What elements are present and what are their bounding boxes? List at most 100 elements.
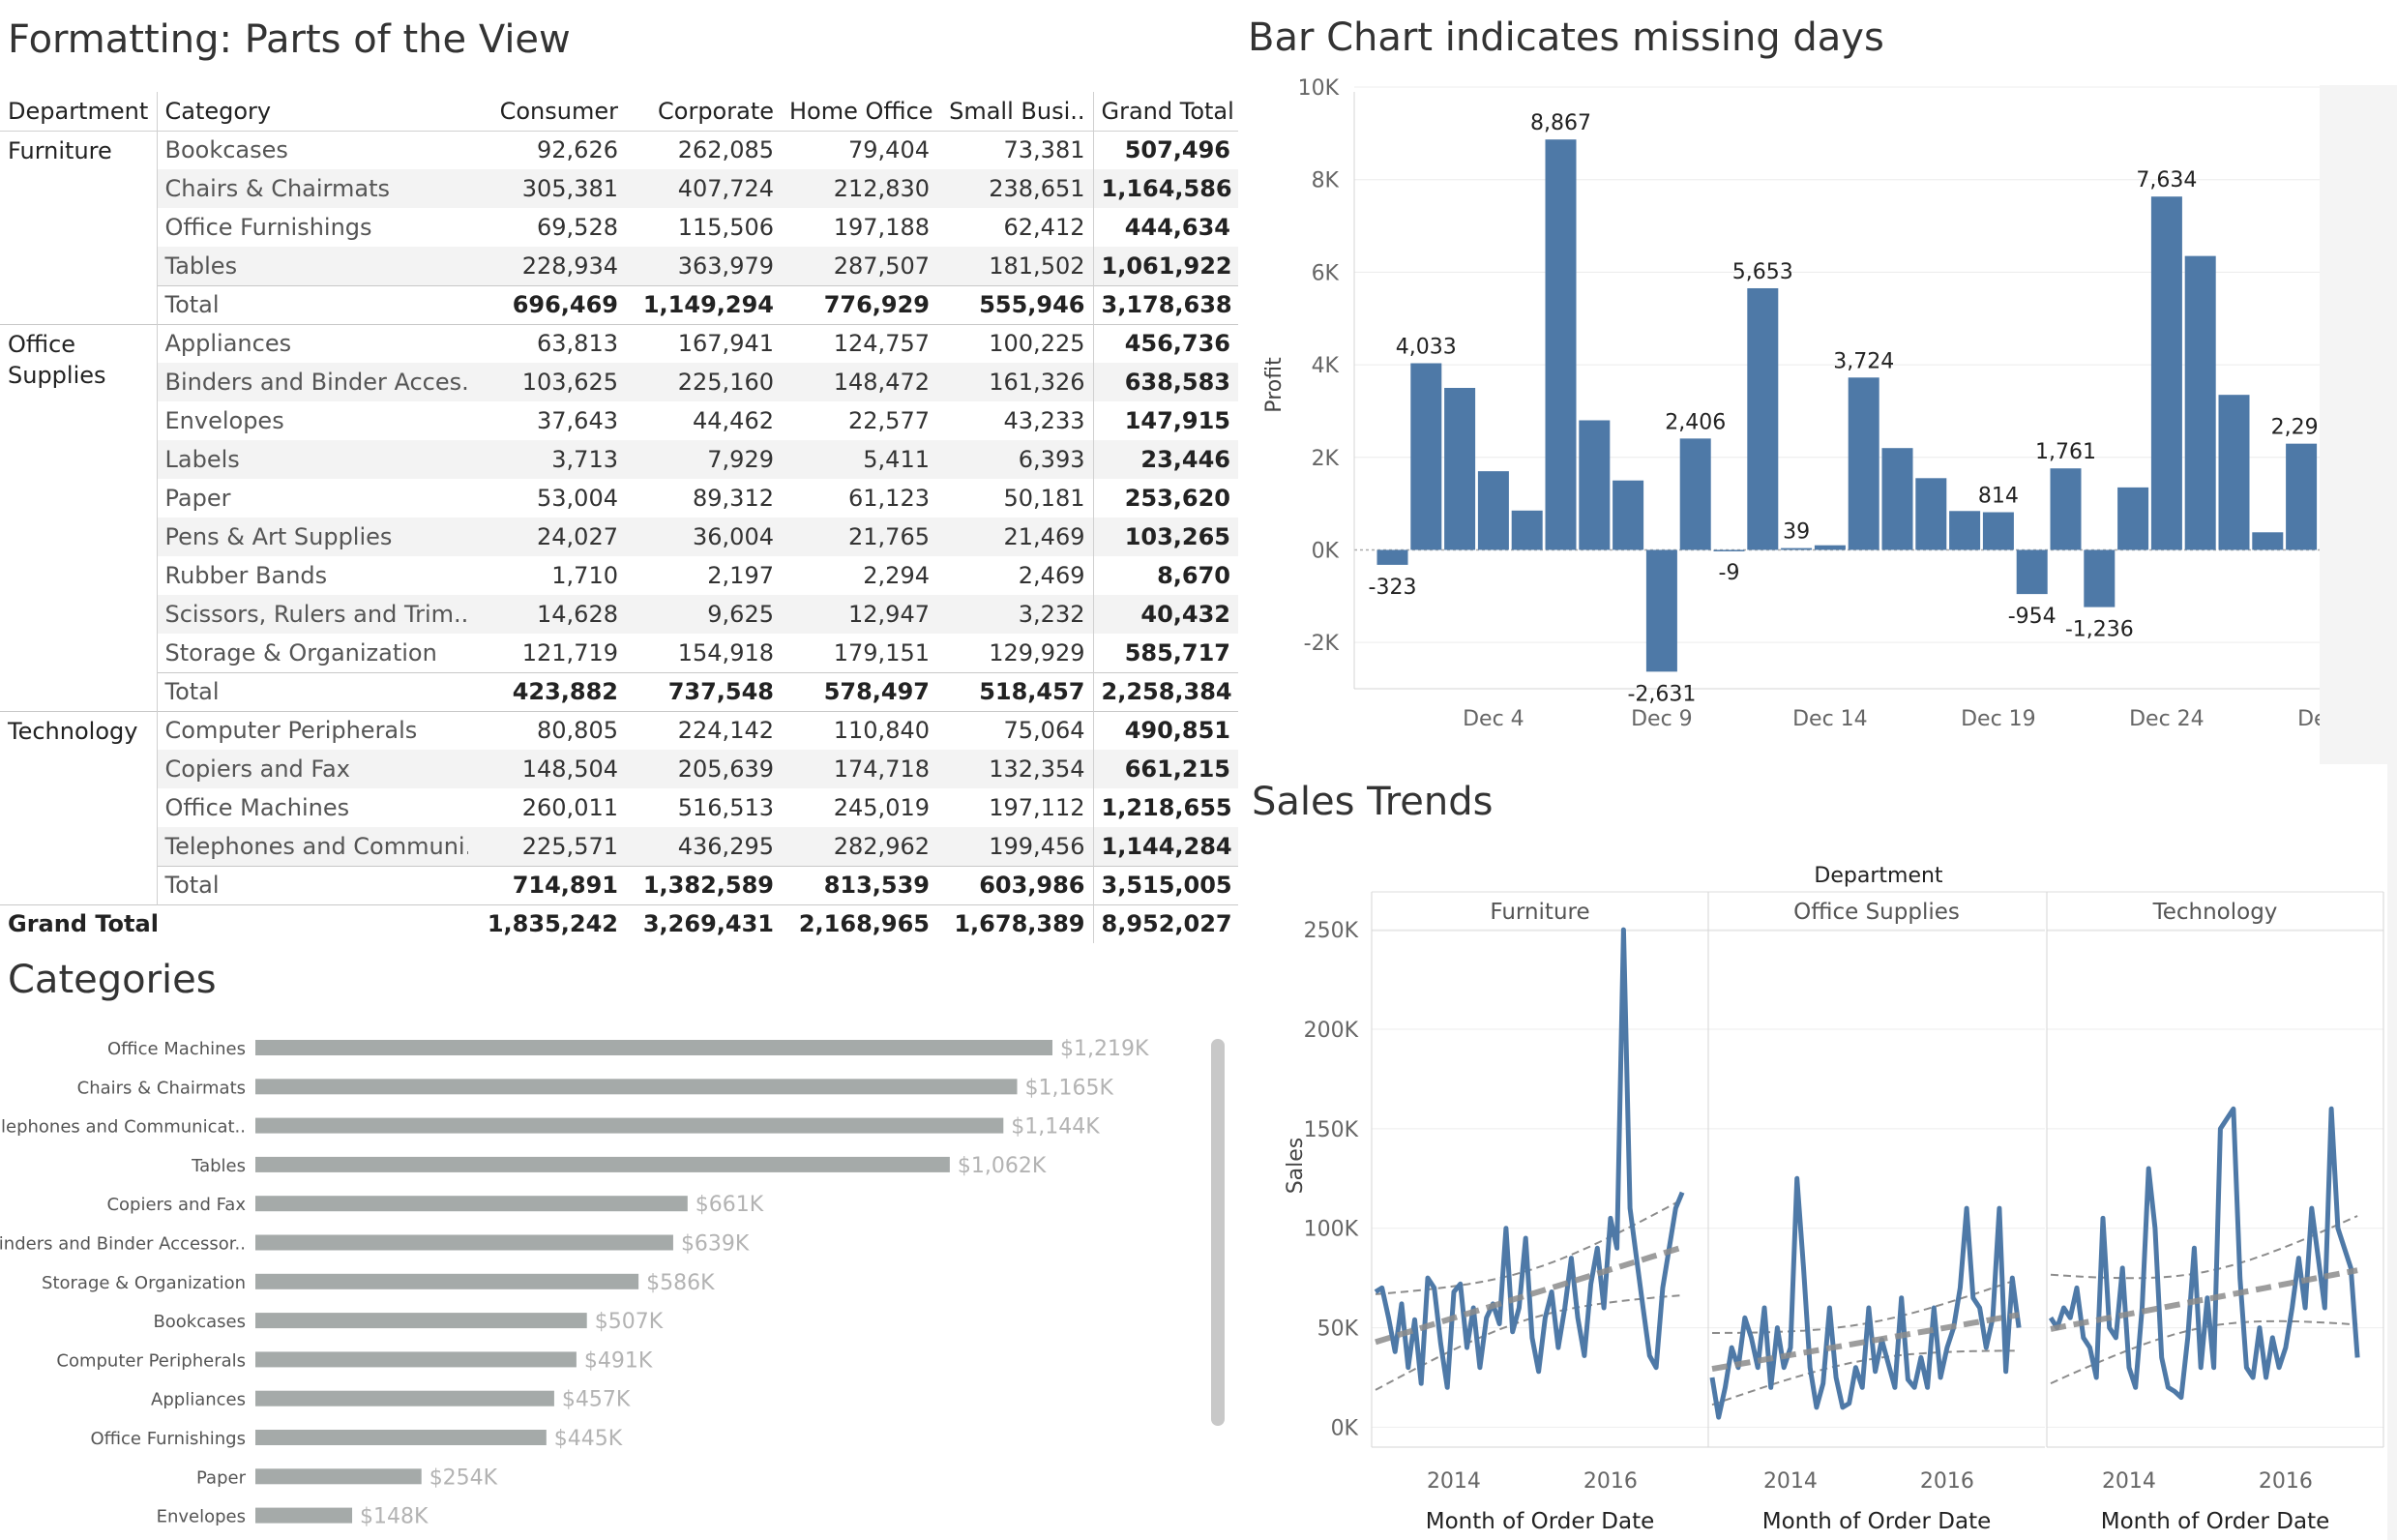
category-value-label: $457K <box>562 1388 631 1412</box>
profit-bar[interactable] <box>1477 471 1509 550</box>
trend-line <box>1711 1312 2020 1373</box>
category-bar[interactable] <box>255 1079 1018 1095</box>
category-label[interactable]: Binders and Binder Acces.. <box>156 363 468 401</box>
table-cell: 1,710 <box>551 562 618 589</box>
profit-bar[interactable] <box>1679 438 1711 550</box>
profit-bar[interactable] <box>2117 487 2149 550</box>
category-label[interactable]: Chairs & Chairmats <box>156 169 468 208</box>
subtotal-label: Total <box>156 865 468 904</box>
table-cell: 50,181 <box>1003 485 1085 512</box>
header-grand-total[interactable]: Grand Total <box>1092 92 1238 132</box>
x-tick-label: Dec 29 <box>2297 707 2320 731</box>
profit-bar[interactable] <box>1545 139 1577 550</box>
profit-data-label: 39 <box>1783 520 1810 545</box>
table-cell: 8,670 <box>1092 556 1238 595</box>
category-axis-label: Binders and Binder Accessor.. <box>0 1234 246 1255</box>
category-label[interactable]: Envelopes <box>156 401 468 440</box>
profit-bar[interactable] <box>1814 545 1846 550</box>
category-bar[interactable] <box>255 1196 688 1212</box>
category-label[interactable]: Telephones and Communi.. <box>156 827 468 866</box>
sales-line[interactable] <box>1374 927 1685 1390</box>
category-bar[interactable] <box>255 1117 1004 1134</box>
sales-line[interactable] <box>1709 1175 2022 1420</box>
profit-bar[interactable] <box>1881 448 1913 550</box>
header-corporate[interactable]: Corporate <box>626 92 782 132</box>
category-label[interactable]: Computer Peripherals <box>156 710 468 750</box>
profit-bar[interactable] <box>2252 532 2284 550</box>
category-value-label: $507K <box>595 1310 664 1334</box>
profit-bar[interactable] <box>1949 511 1981 550</box>
category-bar[interactable] <box>255 1351 577 1368</box>
department-label[interactable]: Technology <box>0 710 157 904</box>
profit-bar[interactable] <box>1713 549 1745 551</box>
category-label[interactable]: Appliances <box>156 323 468 363</box>
x-tick-label: Dec 9 <box>1631 707 1693 731</box>
category-label[interactable]: Storage & Organization <box>156 634 468 672</box>
category-bar[interactable] <box>255 1156 950 1172</box>
category-label[interactable]: Bookcases <box>156 130 468 169</box>
category-bar[interactable] <box>255 1430 547 1445</box>
category-label[interactable]: Rubber Bands <box>156 556 468 595</box>
profit-bar[interactable] <box>1915 478 1947 550</box>
table-row: Telephones and Communi.. 225,571 436,295 28… <box>0 827 1238 866</box>
subtotal-cell: 518,457 <box>937 671 1093 711</box>
category-label[interactable]: Scissors, Rulers and Trim.. <box>156 595 468 634</box>
profit-bar[interactable] <box>1511 510 1543 550</box>
profit-bar[interactable] <box>2184 255 2216 550</box>
header-home-office[interactable]: Home Office <box>782 92 937 132</box>
profit-bar[interactable] <box>2016 549 2048 595</box>
profit-bar[interactable] <box>1747 287 1779 550</box>
profit-bar[interactable] <box>2084 549 2116 607</box>
profit-bar[interactable] <box>1781 548 1813 550</box>
profit-bar[interactable] <box>1613 480 1644 550</box>
subtotal-cell: 696,469 <box>468 284 626 324</box>
x-tick-label: Dec 14 <box>1792 707 1868 731</box>
profit-bar[interactable] <box>1579 420 1611 550</box>
profit-bar[interactable] <box>1410 363 1442 550</box>
table-cell: 100,225 <box>937 323 1093 363</box>
header-category[interactable]: Category <box>156 92 468 132</box>
profit-bar[interactable] <box>2050 468 2082 550</box>
table-cell: 238,651 <box>937 169 1093 208</box>
category-label[interactable]: Copiers and Fax <box>156 750 468 788</box>
category-bar[interactable] <box>255 1507 353 1524</box>
category-axis-label: Office Furnishings <box>90 1429 246 1449</box>
category-bar[interactable] <box>255 1040 1052 1055</box>
category-label[interactable]: Pens & Art Supplies <box>156 518 468 556</box>
category-bar[interactable] <box>255 1313 587 1329</box>
profit-bar[interactable] <box>1982 512 2014 550</box>
table-cell: 73,381 <box>937 130 1093 169</box>
department-label[interactable]: Office Supplies <box>0 323 157 711</box>
category-bar[interactable] <box>255 1234 673 1251</box>
sales-line[interactable] <box>2048 1106 2360 1401</box>
category-label[interactable]: Office Furnishings <box>156 208 468 247</box>
header-small-business[interactable]: Small Busi.. <box>937 92 1093 132</box>
profit-bar[interactable] <box>1376 549 1408 565</box>
profit-data-label: 1,761 <box>2035 440 2096 464</box>
profit-bar[interactable] <box>1444 388 1476 550</box>
panel-header: Furniture <box>1490 900 1589 925</box>
profit-bar[interactable] <box>2286 443 2318 550</box>
category-value-label: $445K <box>554 1427 623 1451</box>
profit-bar[interactable] <box>1848 377 1879 550</box>
table-cell: 245,019 <box>833 794 930 821</box>
header-department[interactable]: Department <box>0 92 157 132</box>
header-consumer[interactable]: Consumer <box>468 92 626 132</box>
category-bar[interactable] <box>255 1468 422 1485</box>
crosstab-panel: Formatting: Parts of the View Department… <box>0 0 1240 948</box>
category-label[interactable]: Office Machines <box>156 788 468 827</box>
profit-bar[interactable] <box>2150 196 2182 550</box>
categories-scrollbar[interactable] <box>1207 1035 1228 1519</box>
profit-bar[interactable] <box>2218 395 2250 550</box>
category-label[interactable]: Labels <box>156 440 468 479</box>
category-bar[interactable] <box>255 1273 639 1289</box>
category-bar[interactable] <box>255 1390 554 1407</box>
category-label[interactable]: Paper <box>156 479 468 518</box>
table-row: Office Machines 260,011 516,513 245,019 197,… <box>0 788 1238 827</box>
crosstab-title: Formatting: Parts of the View <box>8 17 571 62</box>
categories-scroll-thumb[interactable] <box>1211 1039 1225 1426</box>
profit-bar[interactable] <box>1645 549 1677 672</box>
table-cell: 205,639 <box>626 750 782 788</box>
category-label[interactable]: Tables <box>156 247 468 285</box>
department-label[interactable]: Furniture <box>0 130 157 324</box>
